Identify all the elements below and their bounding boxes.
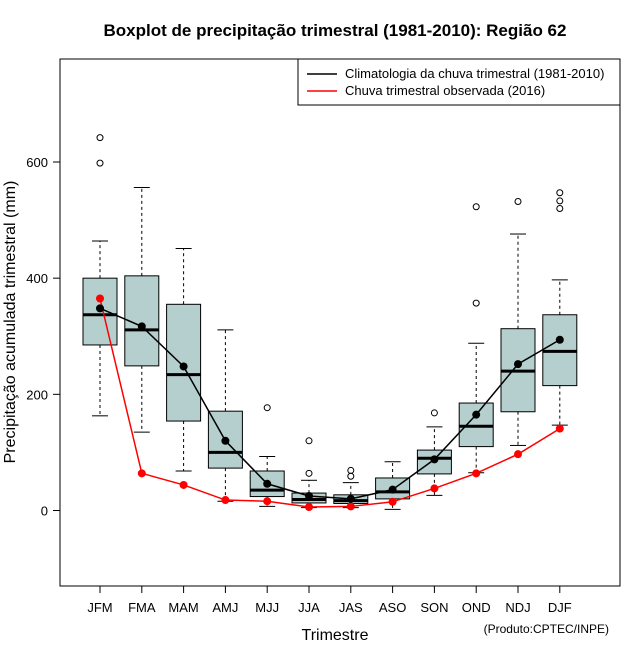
point-observed-jas bbox=[346, 502, 355, 511]
x-tick-label-mam: MAM bbox=[168, 600, 198, 615]
point-observed-jfm bbox=[96, 294, 104, 303]
series-observed bbox=[96, 294, 564, 512]
outlier-mjj-0 bbox=[263, 404, 271, 412]
x-tick-label-djf: DJF bbox=[548, 600, 572, 615]
x-tick-label-amj: AMJ bbox=[212, 600, 238, 615]
y-tick-label-400: 400 bbox=[26, 271, 48, 286]
point-observed-mjj bbox=[263, 497, 272, 506]
outlier-jas-1 bbox=[347, 466, 355, 474]
x-tick-label-mjj: MJJ bbox=[255, 600, 279, 615]
point-climatology-aso bbox=[388, 485, 397, 494]
x-tick-label-jfm: JFM bbox=[87, 600, 112, 615]
series-lines bbox=[96, 294, 564, 512]
point-climatology-mjj bbox=[263, 479, 272, 488]
credit-label: (Produto:CPTEC/INPE) bbox=[484, 622, 609, 636]
legend-label-climatology: Climatologia da chuva trimestral (1981-2… bbox=[345, 66, 604, 81]
point-climatology-amj bbox=[221, 436, 230, 445]
point-observed-fma bbox=[137, 469, 146, 478]
y-tick-label-200: 200 bbox=[26, 387, 48, 402]
outlier-djf-2 bbox=[556, 189, 564, 197]
outlier-djf-1 bbox=[556, 197, 564, 205]
point-observed-ond bbox=[472, 469, 481, 478]
x-tick-label-jja: JJA bbox=[298, 600, 320, 615]
point-observed-djf bbox=[555, 424, 564, 433]
legend: Climatologia da chuva trimestral (1981-2… bbox=[297, 58, 621, 106]
outlier-jja-0 bbox=[305, 469, 313, 477]
box-amj bbox=[207, 329, 243, 502]
box-mam bbox=[166, 248, 202, 472]
outlier-son-0 bbox=[430, 409, 438, 417]
box-fma bbox=[124, 187, 160, 433]
outlier-djf-0 bbox=[556, 204, 564, 212]
point-observed-ndj bbox=[514, 450, 522, 459]
outlier-jja-1 bbox=[305, 437, 313, 445]
legend-label-observed: Chuva trimestral observada (2016) bbox=[345, 83, 545, 98]
point-observed-amj bbox=[221, 496, 230, 505]
legend-box bbox=[297, 58, 621, 106]
point-climatology-mam bbox=[179, 362, 188, 371]
x-tick-label-ond: OND bbox=[462, 600, 491, 615]
x-tick-label-fma: FMA bbox=[128, 600, 156, 615]
point-observed-jja bbox=[305, 503, 313, 512]
series-line-climatology bbox=[99, 307, 561, 500]
point-climatology-jja bbox=[305, 491, 313, 500]
box-ndj bbox=[500, 197, 536, 446]
x-axis: JFM FMA MAM AMJ MJJ JJA JAS ASO SON OND NDJ DJF bbox=[87, 585, 572, 615]
x-tick-label-aso: ASO bbox=[379, 600, 406, 615]
point-observed-son bbox=[430, 484, 439, 493]
box-mjj bbox=[249, 404, 285, 507]
y-axis: 0 200 400 600 bbox=[26, 155, 61, 519]
point-climatology-jas bbox=[346, 494, 355, 503]
x-axis-title: Trimestre bbox=[302, 627, 369, 644]
y-tick-label-0: 0 bbox=[41, 504, 48, 519]
box-jfm bbox=[82, 134, 118, 417]
chart-title: Boxplot de precipitação trimestral (1981… bbox=[104, 21, 567, 40]
outlier-ndj-0 bbox=[514, 197, 522, 205]
box-ond bbox=[458, 203, 494, 474]
outlier-jas-0 bbox=[347, 472, 355, 480]
point-climatology-fma bbox=[137, 322, 146, 331]
y-axis-title: Precipitação acumulada trimestral (mm) bbox=[2, 181, 19, 464]
x-tick-label-son: SON bbox=[420, 600, 448, 615]
point-climatology-ond bbox=[472, 410, 481, 419]
x-tick-label-ndj: NDJ bbox=[505, 600, 530, 615]
outlier-ond-1 bbox=[472, 203, 480, 211]
point-climatology-jfm bbox=[96, 304, 104, 313]
x-tick-label-jas: JAS bbox=[339, 600, 363, 615]
y-tick-label-600: 600 bbox=[26, 155, 48, 170]
outlier-ond-0 bbox=[472, 299, 480, 307]
series-climatology bbox=[96, 304, 564, 503]
point-climatology-ndj bbox=[514, 360, 522, 369]
point-climatology-djf bbox=[555, 335, 564, 344]
box-djf bbox=[542, 189, 578, 426]
boxplot-boxes bbox=[82, 134, 578, 510]
series-line-observed bbox=[99, 298, 561, 508]
point-observed-aso bbox=[388, 497, 397, 506]
outlier-jfm-1 bbox=[96, 134, 104, 142]
box-son bbox=[416, 409, 452, 496]
outlier-jfm-0 bbox=[96, 159, 104, 167]
point-climatology-son bbox=[430, 455, 439, 464]
point-observed-mam bbox=[179, 480, 188, 489]
